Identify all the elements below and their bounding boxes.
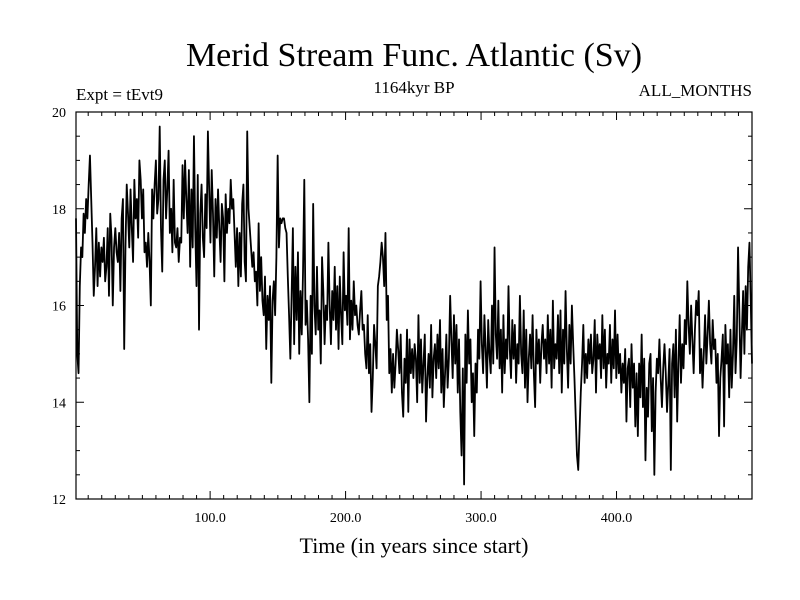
y-tick-label: 20 — [52, 106, 66, 121]
y-tick-label: 14 — [52, 396, 66, 411]
y-axis: 12 14 16 18 20 — [52, 106, 752, 508]
series-line — [75, 125, 753, 486]
time-period-label: 1164kyr BP — [373, 78, 454, 97]
x-tick-label: 100.0 — [194, 511, 226, 526]
y-tick-label: 18 — [52, 203, 66, 218]
x-axis-label: Time (in years since start) — [300, 533, 529, 558]
x-tick-label: 300.0 — [465, 511, 497, 526]
x-tick-label: 200.0 — [330, 511, 362, 526]
x-tick-label: 400.0 — [601, 511, 633, 526]
y-tick-label: 16 — [52, 300, 66, 315]
chart-title: Merid Stream Func. Atlantic (Sv) — [186, 37, 642, 74]
experiment-label: Expt = tEvt9 — [76, 85, 163, 104]
y-tick-label: 12 — [52, 493, 66, 508]
plot-frame — [75, 111, 753, 500]
x-axis: 100.0 200.0 300.0 400.0 — [87, 112, 753, 526]
months-label: ALL_MONTHS — [639, 81, 752, 100]
